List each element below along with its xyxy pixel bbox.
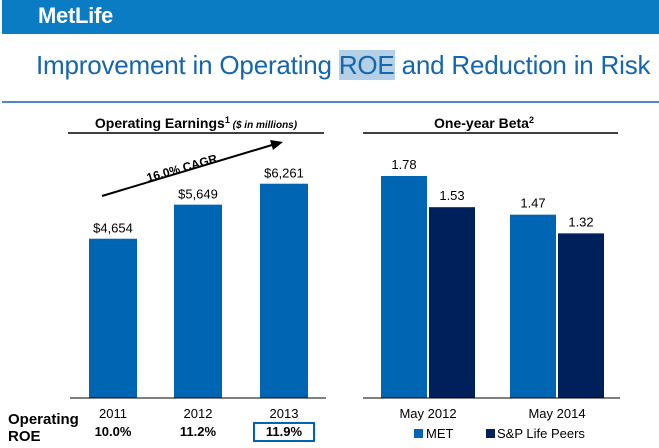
beta-data-label: 1.78 <box>391 157 416 172</box>
beta-bar-s-p-life-peers-may-2014 <box>558 233 604 398</box>
beta-data-label: 1.53 <box>439 188 464 203</box>
earnings-bar-2012 <box>174 204 222 398</box>
beta-data-label: 1.47 <box>520 196 545 211</box>
earnings-x-tick-2011: 2011 <box>99 406 127 421</box>
roe-value-2012: 11.2% <box>180 424 217 439</box>
title-highlight: ROE <box>338 50 395 80</box>
title-divider <box>2 101 659 103</box>
metlife-logo: MetLife <box>38 3 113 28</box>
roe-value-2013: 11.9% <box>266 424 303 439</box>
header-bar: MetLife <box>2 0 659 34</box>
earnings-data-label-2012: $5,649 <box>178 187 218 202</box>
beta-x-tick-may-2012: May 2012 <box>399 406 456 421</box>
legend-swatch-peers <box>486 429 495 438</box>
title-part-1: Improvement in Operating <box>36 50 339 80</box>
beta-data-label: 1.32 <box>568 214 593 229</box>
legend-swatch-met <box>414 429 423 438</box>
earnings-x-tick-2013: 2013 <box>270 406 299 421</box>
beta-bar-met-may-2012 <box>381 176 427 398</box>
earnings-data-label-2011: $4,654 <box>93 221 133 236</box>
cagr-annotation: 16.0% CAGR <box>145 151 219 185</box>
slide-title: Improvement in Operating ROE and Reducti… <box>36 50 651 81</box>
chart1-title: Operating Earnings1 ($ in millions) <box>95 115 298 131</box>
earnings-bar-2011 <box>89 238 137 398</box>
legend-label-met: MET <box>426 426 454 441</box>
beta-bar-met-may-2014 <box>510 214 556 398</box>
roe-label-line2: ROE <box>8 428 41 445</box>
beta-bar-s-p-life-peers-may-2012 <box>429 207 475 398</box>
cagr-arrow-line <box>101 144 273 197</box>
earnings-data-label-2013: $6,261 <box>264 166 304 181</box>
roe-highlight-box <box>253 422 315 442</box>
title-part-2: and Reduction in Risk <box>394 50 651 80</box>
earnings-x-tick-2012: 2012 <box>184 406 213 421</box>
roe-label-line1: Operating <box>8 411 79 428</box>
roe-value-2011: 10.0% <box>95 424 132 439</box>
beta-x-tick-may-2014: May 2014 <box>528 406 585 421</box>
legend-label-peers: S&P Life Peers <box>497 426 585 441</box>
chart2-title: One-year Beta2 <box>434 115 534 131</box>
earnings-bar-2013 <box>260 183 308 398</box>
cagr-arrow-head <box>270 140 283 150</box>
